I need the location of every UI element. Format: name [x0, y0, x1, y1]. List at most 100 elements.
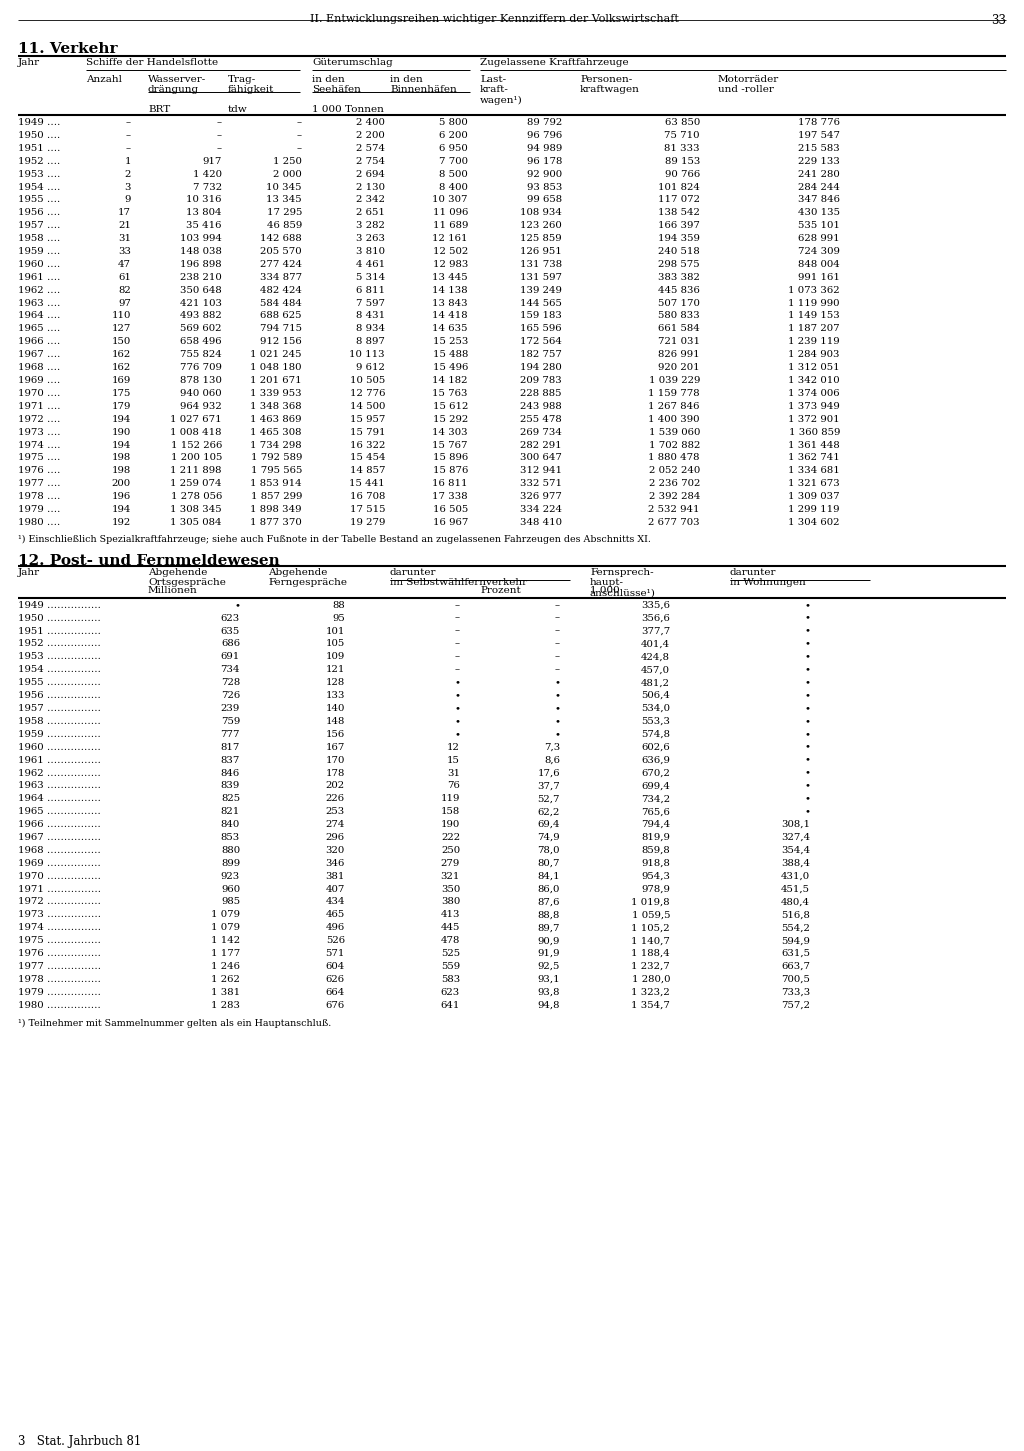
Text: 1 342 010: 1 342 010 — [788, 376, 840, 385]
Text: 192: 192 — [112, 518, 131, 527]
Text: 964 932: 964 932 — [180, 402, 222, 411]
Text: 1 079: 1 079 — [211, 910, 240, 920]
Text: 80,7: 80,7 — [538, 859, 560, 868]
Text: 190: 190 — [440, 820, 460, 829]
Text: 700,5: 700,5 — [781, 975, 810, 984]
Text: 37,7: 37,7 — [538, 782, 560, 791]
Text: •: • — [804, 756, 810, 765]
Text: 332 571: 332 571 — [520, 479, 562, 488]
Text: 991 161: 991 161 — [798, 273, 840, 281]
Text: 93,8: 93,8 — [538, 988, 560, 997]
Text: –: – — [555, 614, 560, 622]
Text: 1957 …………….: 1957 ……………. — [18, 704, 101, 712]
Text: 74,9: 74,9 — [538, 833, 560, 842]
Text: 86,0: 86,0 — [538, 885, 560, 894]
Text: 1 140,7: 1 140,7 — [631, 936, 670, 945]
Text: 158: 158 — [440, 807, 460, 817]
Text: 507 170: 507 170 — [658, 299, 700, 308]
Text: Jahr: Jahr — [18, 567, 40, 577]
Text: 1 299 119: 1 299 119 — [788, 505, 840, 514]
Text: 1 105,2: 1 105,2 — [632, 923, 670, 933]
Text: 580 833: 580 833 — [658, 312, 700, 321]
Text: 194: 194 — [112, 505, 131, 514]
Text: 119: 119 — [440, 794, 460, 804]
Text: 571: 571 — [326, 949, 345, 958]
Text: 457,0: 457,0 — [641, 666, 670, 675]
Text: 1 420: 1 420 — [193, 170, 222, 178]
Text: Last-
kraft-
wagen¹): Last- kraft- wagen¹) — [480, 75, 522, 104]
Text: 1979 ….: 1979 …. — [18, 505, 60, 514]
Text: 1 073 362: 1 073 362 — [788, 286, 840, 295]
Text: 1979 …………….: 1979 ……………. — [18, 988, 101, 997]
Text: •: • — [804, 769, 810, 778]
Text: 354,4: 354,4 — [781, 846, 810, 855]
Text: 1972 ….: 1972 …. — [18, 415, 60, 424]
Text: 584 484: 584 484 — [260, 299, 302, 308]
Text: 604: 604 — [326, 962, 345, 971]
Text: 1 400 390: 1 400 390 — [648, 415, 700, 424]
Text: 817: 817 — [220, 743, 240, 752]
Text: 554,2: 554,2 — [781, 923, 810, 933]
Text: 1950 …………….: 1950 ……………. — [18, 614, 100, 622]
Text: 1 278 056: 1 278 056 — [171, 492, 222, 501]
Text: 8 431: 8 431 — [356, 312, 385, 321]
Text: 14 500: 14 500 — [349, 402, 385, 411]
Text: 190: 190 — [112, 428, 131, 437]
Text: 1975 ….: 1975 …. — [18, 453, 60, 463]
Text: 7 700: 7 700 — [439, 157, 468, 165]
Text: 101 824: 101 824 — [658, 183, 700, 192]
Text: 8 934: 8 934 — [356, 325, 385, 334]
Text: 1971 ….: 1971 …. — [18, 402, 60, 411]
Text: 451,5: 451,5 — [781, 885, 810, 894]
Text: 1 360 859: 1 360 859 — [788, 428, 840, 437]
Text: Personen-
kraftwagen: Personen- kraftwagen — [580, 75, 640, 94]
Text: 757,2: 757,2 — [781, 1001, 810, 1010]
Text: 89,7: 89,7 — [538, 923, 560, 933]
Text: 724 309: 724 309 — [798, 247, 840, 255]
Text: 8,6: 8,6 — [544, 756, 560, 765]
Text: 2 342: 2 342 — [356, 196, 385, 205]
Text: 2 651: 2 651 — [356, 209, 385, 218]
Text: 308,1: 308,1 — [781, 820, 810, 829]
Text: 859,8: 859,8 — [641, 846, 670, 855]
Text: 103 994: 103 994 — [180, 234, 222, 244]
Text: 493 882: 493 882 — [180, 312, 222, 321]
Text: 16 708: 16 708 — [349, 492, 385, 501]
Text: 13 345: 13 345 — [266, 196, 302, 205]
Text: 1961 …………….: 1961 ……………. — [18, 756, 101, 765]
Text: 1958 …………….: 1958 ……………. — [18, 717, 100, 726]
Text: 93,1: 93,1 — [538, 975, 560, 984]
Text: 117 072: 117 072 — [658, 196, 700, 205]
Text: 142 688: 142 688 — [260, 234, 302, 244]
Text: Fernsprech-
haupt-
anschlüsse¹): Fernsprech- haupt- anschlüsse¹) — [590, 567, 656, 598]
Text: in den
Seehäfen: in den Seehäfen — [312, 75, 360, 94]
Text: 826 991: 826 991 — [658, 350, 700, 360]
Text: 1 284 903: 1 284 903 — [788, 350, 840, 360]
Text: 1968 …………….: 1968 ……………. — [18, 846, 100, 855]
Text: 1 021 245: 1 021 245 — [251, 350, 302, 360]
Text: 1 702 882: 1 702 882 — [648, 441, 700, 450]
Text: 424,8: 424,8 — [641, 653, 670, 662]
Text: 434: 434 — [326, 898, 345, 907]
Text: 166 397: 166 397 — [658, 221, 700, 231]
Text: 636,9: 636,9 — [641, 756, 670, 765]
Text: •: • — [804, 627, 810, 636]
Text: 126 951: 126 951 — [520, 247, 562, 255]
Text: 1972 …………….: 1972 ……………. — [18, 898, 101, 907]
Text: –: – — [555, 653, 560, 662]
Text: 10 113: 10 113 — [349, 350, 385, 360]
Text: 197 547: 197 547 — [798, 131, 840, 139]
Text: 1966 …………….: 1966 ……………. — [18, 820, 100, 829]
Text: 84,1: 84,1 — [538, 872, 560, 881]
Text: 1949 ….: 1949 …. — [18, 118, 60, 128]
Text: 2 200: 2 200 — [356, 131, 385, 139]
Text: 16 967: 16 967 — [432, 518, 468, 527]
Text: 623: 623 — [221, 614, 240, 622]
Text: •: • — [804, 678, 810, 688]
Text: 1963 ….: 1963 …. — [18, 299, 60, 308]
Text: 1957 ….: 1957 …. — [18, 221, 60, 231]
Text: 169: 169 — [112, 376, 131, 385]
Text: 312 941: 312 941 — [520, 466, 562, 476]
Text: 2 400: 2 400 — [356, 118, 385, 128]
Text: 12 161: 12 161 — [432, 234, 468, 244]
